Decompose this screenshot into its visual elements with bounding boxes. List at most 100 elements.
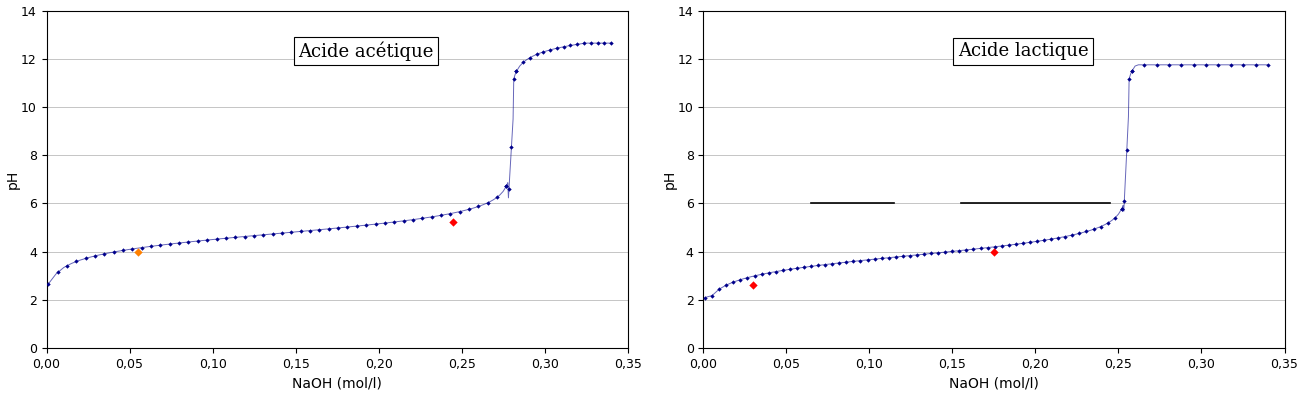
Point [956,247,977,253]
Point [1034,237,1055,244]
Point [168,240,189,246]
Point [780,266,801,272]
Point [977,244,998,251]
Point [244,232,265,239]
Point [1171,62,1192,68]
Point [1026,238,1047,244]
Point [1111,206,1132,212]
Point [459,206,480,213]
Point [47,269,68,276]
Point [439,210,460,217]
Point [235,233,256,240]
Point [309,227,330,233]
Point [132,244,153,251]
Point [519,55,540,61]
Point [999,242,1020,248]
Point [949,248,970,254]
Point [65,258,86,265]
Point [970,245,991,251]
Point [985,244,1005,250]
Point [159,241,180,247]
Point [1208,62,1228,68]
Point [914,251,935,257]
Point [300,227,321,234]
Point [206,236,227,242]
Text: Acide acétique: Acide acétique [299,41,434,61]
Point [964,246,985,252]
Point [829,260,850,266]
Point [540,47,561,53]
Point [141,243,162,249]
Point [1119,76,1140,82]
Point [865,256,885,262]
Point [1061,232,1082,238]
Point [262,231,283,237]
Point [94,251,115,257]
Point [815,261,836,268]
Point [421,214,442,220]
Point [512,59,533,66]
Point [1121,68,1142,74]
Point [1158,62,1179,68]
Point [498,186,519,192]
Point [892,253,913,259]
Point [722,279,743,285]
Point [327,225,348,231]
Point [1090,223,1111,230]
Point [941,248,962,255]
Point [927,249,948,256]
Point [745,273,765,279]
Point [751,271,772,278]
Point [1012,240,1033,246]
Point [486,194,507,200]
Point [501,144,522,150]
Point [900,252,921,259]
Point [443,219,464,225]
Point [1116,147,1137,154]
Point [1183,62,1204,68]
Point [347,223,368,229]
Point [128,249,149,255]
Point [730,276,751,283]
Point [1133,62,1154,68]
Point [935,249,956,255]
Point [879,255,900,261]
Point [496,183,516,189]
Point [559,42,580,49]
Point [786,265,807,271]
Point [1020,239,1041,246]
Point [587,40,608,46]
Point [112,247,133,253]
Point [224,234,245,240]
Point [393,218,413,224]
Point [1111,206,1132,212]
Point [991,243,1012,249]
Point [871,255,892,262]
Point [179,239,200,245]
Point [743,282,764,289]
Point [412,215,433,221]
Text: Acide lactique: Acide lactique [957,42,1089,60]
Point [150,242,171,248]
Point [503,76,524,82]
Point [1121,68,1142,74]
Point [921,250,941,257]
Point [506,68,527,74]
Point [1221,62,1241,68]
Point [574,40,595,46]
Point [1005,241,1026,248]
Point [546,45,567,51]
Point [842,258,863,265]
Y-axis label: pH: pH [662,170,677,189]
Point [1076,228,1097,235]
Point [857,257,878,263]
Point [822,261,842,267]
Point [356,222,377,228]
Point [836,259,857,265]
Point [758,270,778,276]
Point [1048,235,1069,241]
Point [772,267,793,274]
Point [403,217,424,223]
Point [1041,236,1061,242]
Point [477,200,498,206]
